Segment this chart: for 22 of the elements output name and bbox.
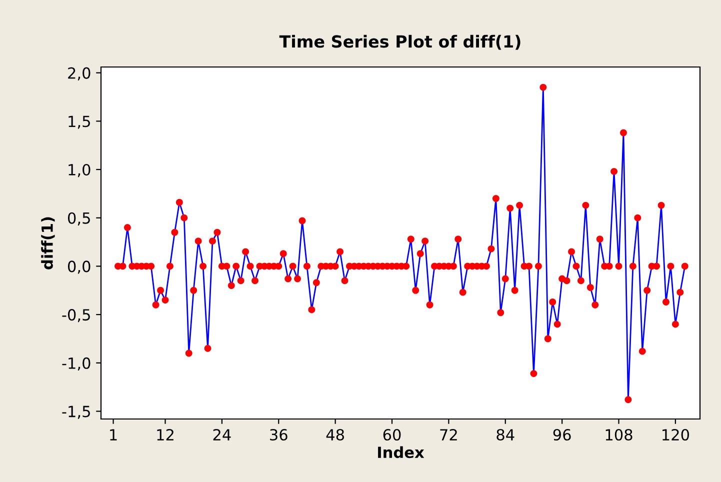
y-tick-label: -0,5 bbox=[62, 309, 90, 322]
x-tick-label: 108 bbox=[606, 428, 632, 441]
y-tick-label: -1,0 bbox=[62, 357, 90, 370]
y-tick-label: 1,5 bbox=[68, 116, 90, 129]
y-tick-label: 1,0 bbox=[68, 164, 90, 178]
y-tick-label: 2,0 bbox=[68, 67, 90, 80]
y-tick-label: 0,0 bbox=[68, 260, 90, 274]
x-tick-label: 36 bbox=[270, 428, 288, 441]
x-tick-label: 72 bbox=[440, 428, 457, 440]
x-tick-label: 120 bbox=[662, 428, 689, 441]
y-axis-title: diff(1) bbox=[41, 217, 55, 270]
chart-title: Time Series Plot of diff(1) bbox=[279, 34, 520, 50]
x-tick-label: 1 bbox=[110, 429, 117, 440]
y-tick-label: 0,5 bbox=[68, 212, 90, 226]
x-tick-label: 24 bbox=[213, 428, 231, 440]
x-tick-label: 12 bbox=[157, 428, 174, 440]
y-tick-label: -1,5 bbox=[62, 406, 90, 419]
x-tick-label: 96 bbox=[553, 428, 571, 441]
x-tick-label: 60 bbox=[383, 428, 401, 441]
x-axis-title: Index bbox=[378, 446, 424, 458]
x-tick-label: 84 bbox=[496, 428, 514, 441]
x-tick-label: 48 bbox=[326, 428, 344, 441]
